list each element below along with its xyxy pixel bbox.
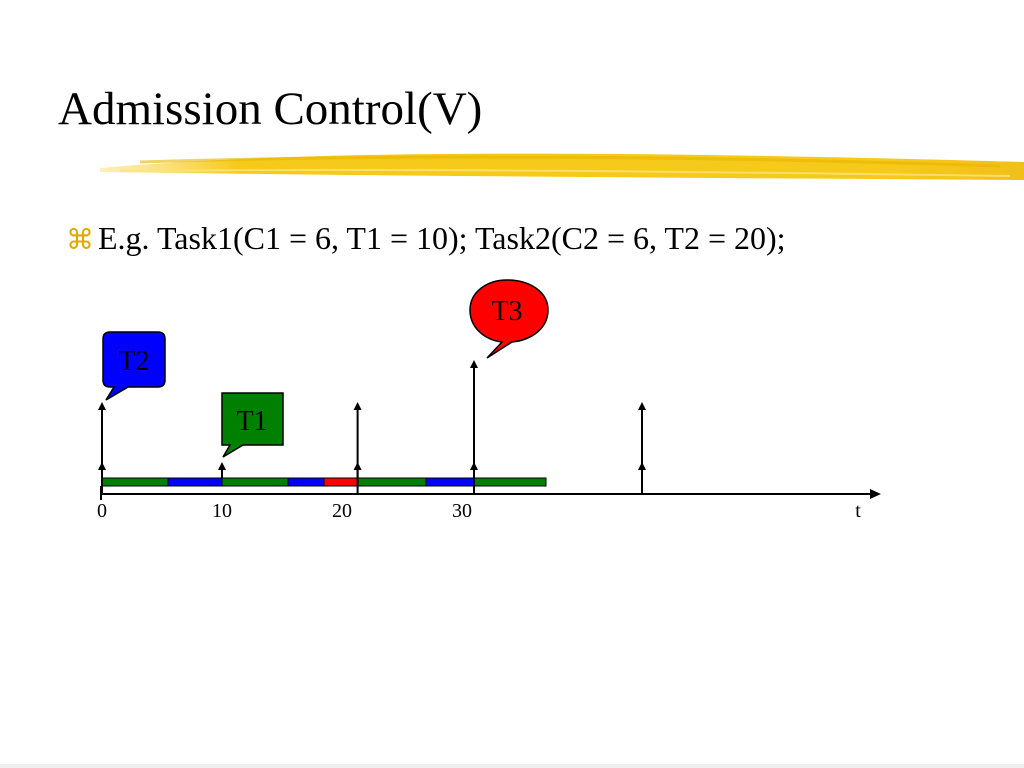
arrival-arrows bbox=[98, 360, 646, 494]
arrival-arrowhead bbox=[353, 462, 362, 470]
tick-label: 20 bbox=[332, 500, 352, 522]
command-key-bullet-icon: ⌘ bbox=[66, 223, 94, 256]
bullet-line: ⌘ E.g. Task1(C1 = 6, T1 = 10); Task2(C2 =… bbox=[66, 222, 786, 254]
schedule-bar bbox=[101, 477, 547, 487]
axis-label: t bbox=[855, 500, 861, 522]
title-underline bbox=[100, 153, 1024, 180]
callout-t1-label: T1 bbox=[236, 406, 267, 437]
tick-label: 0 bbox=[97, 500, 107, 522]
callout-t3: T3 bbox=[469, 279, 549, 359]
schedule-segment-t2 bbox=[167, 477, 223, 487]
schedule-segment-t1 bbox=[221, 477, 289, 487]
arrival-arrowhead bbox=[638, 402, 646, 410]
bottom-rule bbox=[0, 764, 1024, 768]
bullet-text: E.g. Task1(C1 = 6, T1 = 10); Task2(C2 = … bbox=[98, 220, 786, 256]
arrival-arrowhead bbox=[218, 462, 226, 470]
arrival-arrowhead bbox=[98, 402, 106, 410]
arrival-arrowhead bbox=[470, 360, 478, 368]
arrival-arrowhead bbox=[353, 402, 362, 410]
schedule-segment-t3 bbox=[323, 477, 359, 487]
callout-t2-label: T2 bbox=[118, 346, 149, 377]
callout-t2: T2 bbox=[102, 331, 166, 401]
schedule-segment-t1 bbox=[101, 477, 169, 487]
tick-labels: 0 10 20 30 bbox=[97, 500, 472, 522]
schedule-segment-t2 bbox=[425, 477, 475, 487]
slide-title: Admission Control(V) bbox=[58, 83, 483, 135]
time-axis-arrowhead bbox=[870, 489, 881, 499]
schedule-segment-t2 bbox=[287, 477, 325, 487]
callout-t1: T1 bbox=[221, 392, 284, 458]
arrival-arrowhead bbox=[638, 462, 646, 470]
callout-t3-label: T3 bbox=[491, 296, 522, 327]
tick-label: 10 bbox=[212, 500, 232, 522]
schedule-segment-t1 bbox=[473, 477, 547, 487]
schedule-segment-t1 bbox=[357, 477, 427, 487]
arrival-arrowhead bbox=[470, 462, 478, 470]
arrival-arrowhead bbox=[98, 462, 106, 470]
tick-label: 30 bbox=[452, 500, 472, 522]
